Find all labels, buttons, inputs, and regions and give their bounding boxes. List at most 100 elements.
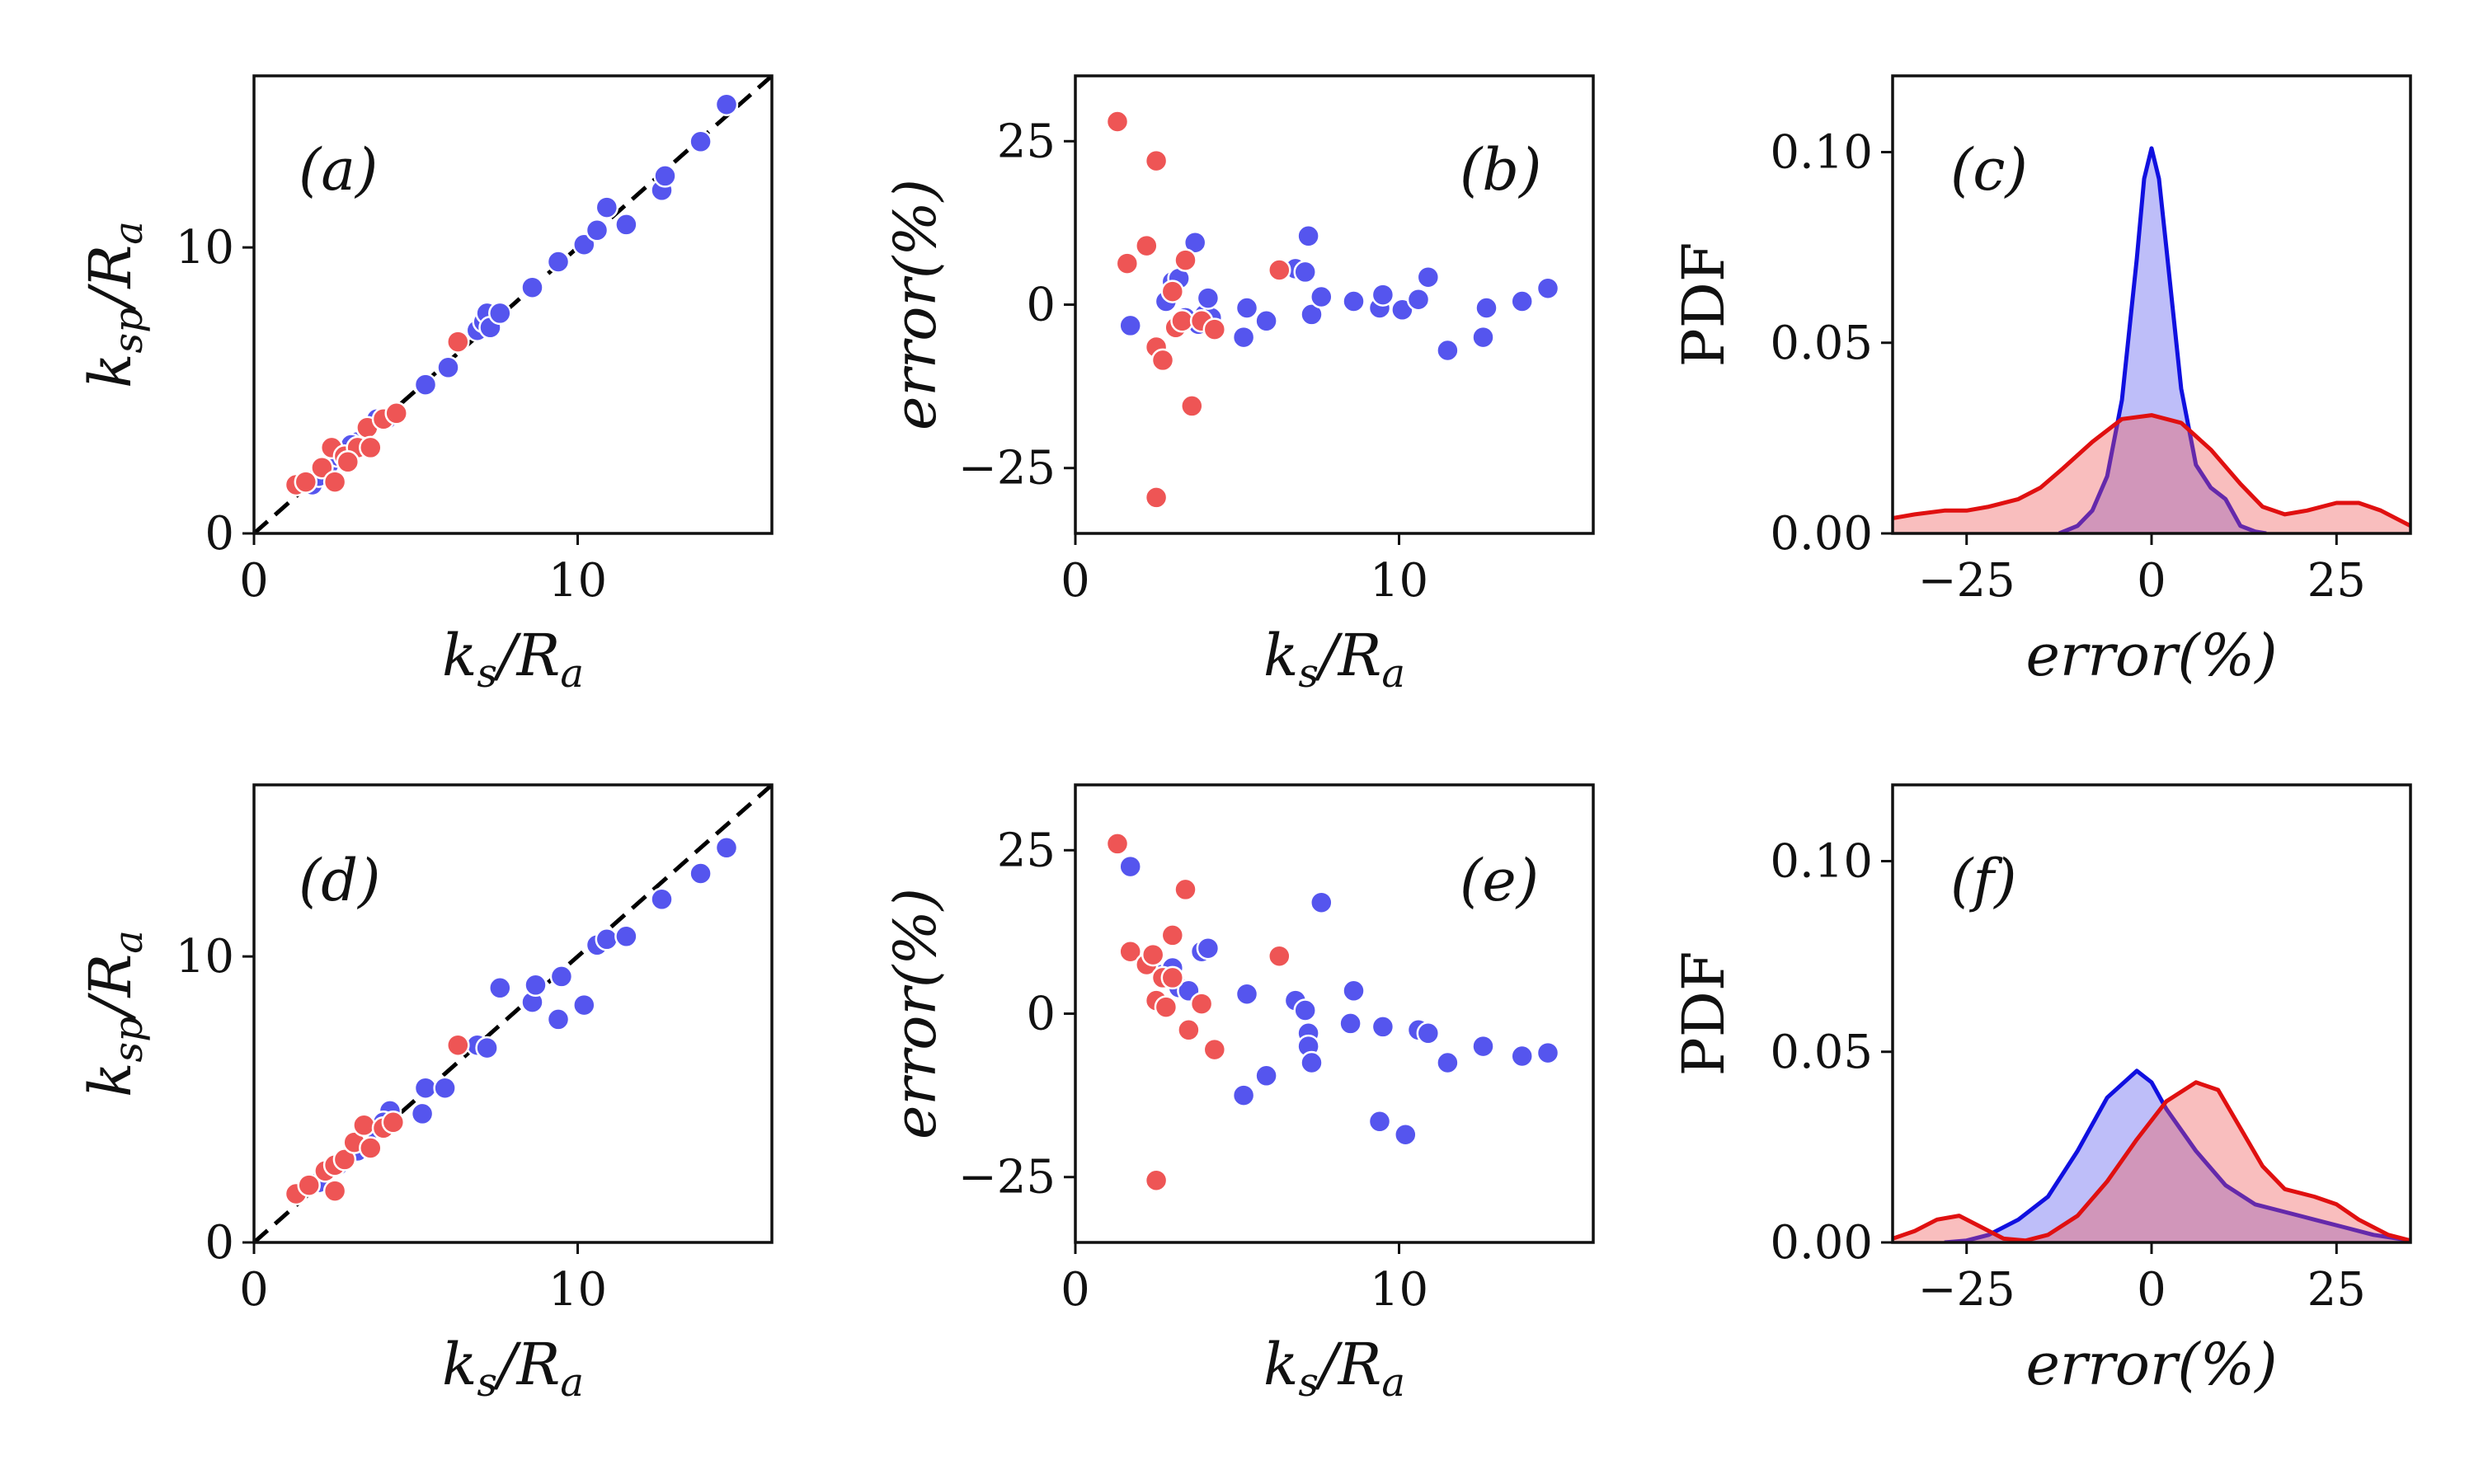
panel-label: (f) [1950,847,2017,914]
y-tick-label: 0 [1026,279,1056,332]
blue-point [1254,309,1278,333]
blue-point [1436,1050,1460,1075]
x-tick-label: 0 [2137,554,2166,608]
plot-area [254,785,772,1242]
y-axis-label: error(%) [882,179,949,430]
y-axis-label: ksp/Ra [77,221,152,388]
x-axis-label: error(%) [2025,1331,2277,1398]
red-point [1268,258,1291,282]
x-axis-label: ks/Ra [442,622,584,697]
x-tick-label: 0 [239,554,269,608]
red-point [322,1179,347,1203]
red-point [1177,1018,1201,1042]
blue-point [1475,296,1498,320]
red-point [1105,832,1130,856]
x-axis-label: ks/Ra [1263,1331,1405,1406]
blue-density-line [1944,1068,2411,1242]
blue-point [488,976,512,1000]
red-point [1202,1037,1227,1062]
blue-point [1471,325,1495,350]
blue-point [1394,1122,1418,1147]
blue-point [714,836,739,860]
blue-point [572,993,596,1017]
plot-area [1893,1068,2411,1242]
red-point [1135,233,1159,258]
blue-point [1183,230,1207,255]
y-tick-label: 25 [997,115,1056,168]
red-point [446,1033,470,1057]
panel-label: (d) [299,847,380,914]
red-point [1160,279,1185,303]
blue-point [1416,265,1441,289]
red-point [310,455,334,480]
red-point [1174,877,1197,902]
blue-point [572,232,596,256]
x-tick-label: 0 [239,1263,269,1317]
y-tick-label: 10 [176,930,234,984]
blue-point [689,129,713,154]
red-point [294,470,318,494]
y-axis-label: PDF [1670,242,1738,368]
red-density-line [1893,1080,2411,1242]
blue-point [1196,936,1221,960]
blue-point [585,218,609,242]
plot-area [1105,832,1560,1192]
blue-point [1231,1083,1256,1107]
blue-point [1296,224,1320,248]
blue-point [1118,854,1142,879]
blue-point [1235,982,1259,1006]
red-point [1189,992,1214,1016]
y-tick-label: 0 [205,1216,234,1270]
blue-point [1293,998,1317,1022]
x-tick-label: 25 [2307,1263,2366,1317]
red-point [1144,486,1169,510]
blue-point [1371,1015,1395,1039]
x-tick-label: −25 [1918,1263,2015,1317]
blue-point [595,928,619,951]
blue-point [1471,1034,1495,1059]
y-tick-label: 25 [997,824,1056,877]
x-tick-label: 0 [1061,554,1090,608]
red-point [381,1111,406,1134]
red-point [359,435,383,460]
blue-point [1310,284,1333,309]
red-point [1144,148,1169,173]
blue-point [1510,1044,1534,1068]
red-density-fill [1893,1082,2411,1242]
red-point [352,1113,376,1138]
blue-density-line [2058,146,2267,533]
blue-point [614,213,638,237]
red-point [384,402,408,425]
blue-point [1536,276,1560,300]
plot-area [1893,146,2411,533]
y-tick-label: 0 [1026,988,1056,1041]
panel-a: 0 10 0 10 ks/Ra ksp/Ra (a) [77,74,774,697]
x-axis-label: ks/Ra [442,1331,584,1406]
y-tick-label: 0.10 [1770,126,1873,180]
red-point [1154,995,1178,1019]
blue-point [1254,1064,1278,1088]
blue-point [1510,289,1534,313]
panel-e: 0 10 25 0 −25 ks/Ra error(%) (e) [882,783,1595,1406]
red-density-fill [1893,415,2411,533]
blue-point [546,1007,571,1031]
blue-point [1342,979,1366,1003]
red-point [1170,309,1194,333]
y-tick-label: −25 [958,442,1056,495]
blue-point [1196,286,1221,310]
red-density-line [1893,413,2411,528]
red-point [1118,939,1142,964]
blue-point [653,164,677,188]
y-tick-label: 0.00 [1770,1216,1873,1270]
red-point [322,470,347,494]
blue-point [650,887,674,912]
red-point [359,1136,383,1160]
red-point [1141,942,1165,967]
red-point [1202,317,1227,341]
blue-point [1338,1012,1362,1036]
panel-b: 0 10 25 0 −25 ks/Ra error(%) (b) [882,74,1595,697]
x-axis-label: ks/Ra [1263,622,1405,697]
y-axis-label: PDF [1670,951,1738,1077]
blue-point [1231,325,1256,350]
y-axis-label: error(%) [882,888,949,1139]
